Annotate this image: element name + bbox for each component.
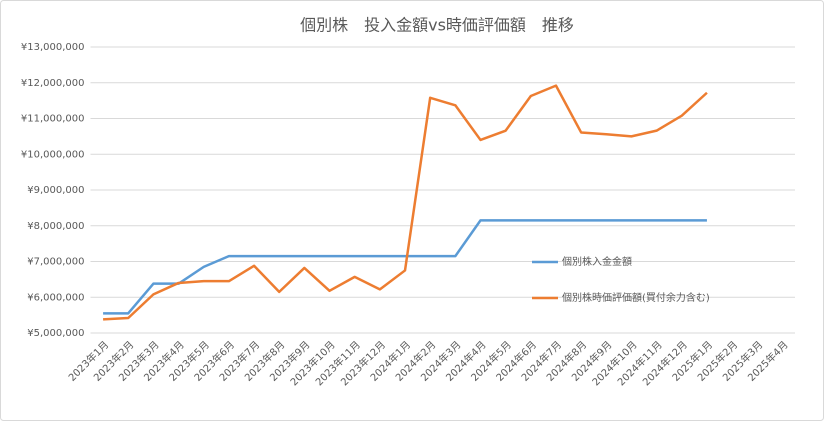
y-tick-label: ¥12,000,000 <box>21 78 85 89</box>
chart-title: 個別株 投入金額vs時価評価額 推移 <box>300 16 574 35</box>
y-tick-label: ¥9,000,000 <box>27 185 84 196</box>
y-tick-label: ¥8,000,000 <box>27 221 84 232</box>
y-tick-label: ¥5,000,000 <box>27 328 84 339</box>
legend-label: 個別株時価評価額(買付余力含む) <box>562 291 710 304</box>
y-tick-label: ¥10,000,000 <box>21 149 85 160</box>
y-tick-label: ¥7,000,000 <box>27 257 84 268</box>
series-line <box>103 84 708 321</box>
legend-label: 個別株入金金額 <box>562 255 632 268</box>
y-tick-label: ¥11,000,000 <box>21 114 85 125</box>
series-line <box>103 219 707 315</box>
y-tick-label: ¥13,000,000 <box>21 42 85 53</box>
y-tick-label: ¥6,000,000 <box>27 292 84 303</box>
